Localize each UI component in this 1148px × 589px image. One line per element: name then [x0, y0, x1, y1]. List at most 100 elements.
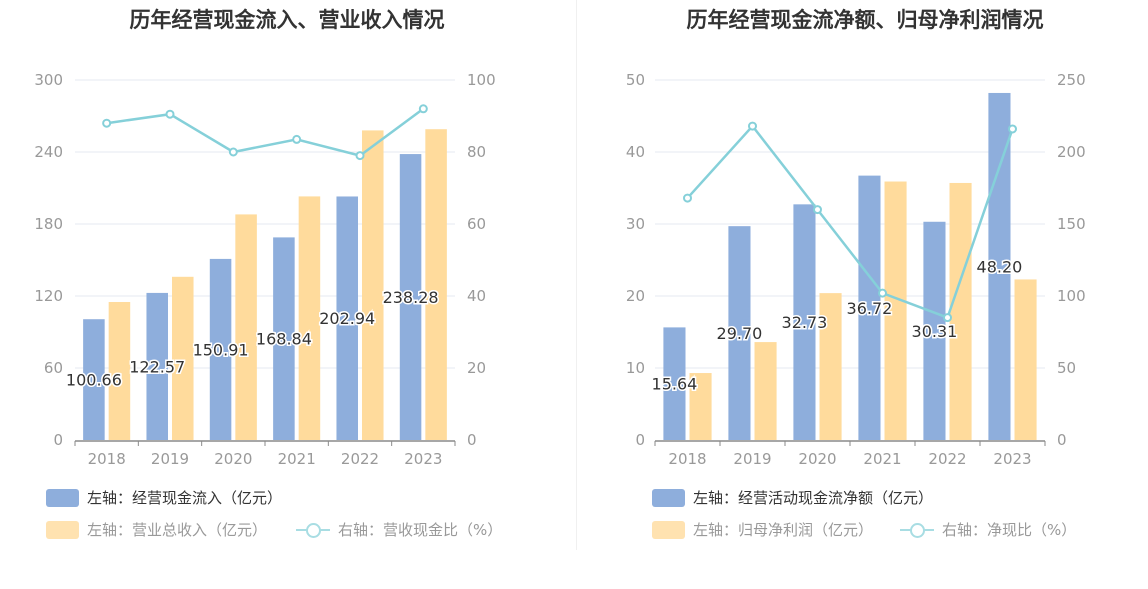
line-point: [165, 109, 175, 119]
legend-item-bar2[interactable]: 左轴：归母净利润（亿元）: [652, 519, 873, 540]
bar-series-2: [754, 342, 777, 440]
y-right-tick-label: 150: [1057, 215, 1086, 233]
y-right-tick-label: 0: [467, 431, 477, 449]
panel-divider: [576, 0, 577, 550]
legend-swatch: [46, 520, 79, 539]
y-left-tick-label: 20: [626, 287, 645, 305]
legend-label: 左轴：营业总收入（亿元）: [87, 521, 268, 539]
y-left-tick-label: 30: [626, 215, 645, 233]
bar-data-label: 48.20: [977, 257, 1023, 276]
y-left-tick-label: 0: [53, 431, 63, 449]
bar-series-1: [793, 204, 816, 440]
bar-series-1: [336, 196, 358, 440]
y-right-tick-label: 60: [467, 215, 486, 233]
bar-data-label: 168.84: [256, 330, 312, 349]
y-right-tick-label: 250: [1057, 71, 1086, 89]
bar-data-label: 29.70: [717, 324, 763, 343]
chart-panel-net-cash-profit: 历年经营现金流净额、归母净利润情况 0 10 20 30 40 50 0 50 100 150 20…: [578, 0, 1148, 589]
legend-swatch: [652, 488, 685, 507]
x-tick-label: 2020: [798, 450, 836, 468]
bar-series-2: [819, 293, 842, 440]
legend-swatch: [46, 488, 79, 507]
legend-item-bar2[interactable]: 左轴：营业总收入（亿元）: [46, 519, 267, 540]
bar-data-label: 100.66: [66, 371, 122, 390]
x-tick-label: 2018: [88, 450, 126, 468]
line-point: [1008, 124, 1017, 134]
x-tick-label: 2022: [341, 450, 379, 468]
line-point: [878, 288, 887, 298]
line-point: [292, 134, 302, 144]
bar-data-label: 150.91: [193, 340, 249, 359]
line-point: [943, 313, 952, 323]
line-point: [748, 121, 757, 131]
x-tick-label: 2021: [863, 450, 901, 468]
bar-series-2: [298, 196, 321, 440]
legend-label: 右轴：营收现金比（%）: [338, 521, 503, 539]
bar-series-2: [884, 181, 907, 440]
x-tick-label: 2023: [404, 450, 442, 468]
bar-series-1: [83, 319, 105, 440]
legend-item-line[interactable]: 右轴：净现比（%）: [900, 519, 1076, 540]
line-point: [813, 205, 822, 215]
line-series: [106, 107, 425, 157]
line-point: [355, 151, 365, 161]
y-left-tick-label: 180: [34, 215, 63, 233]
bar-series-2: [949, 182, 972, 440]
bar-series-2: [108, 302, 131, 440]
bar-series-1: [273, 237, 295, 440]
y-left-tick-label: 0: [635, 431, 645, 449]
y-left-tick-label: 10: [626, 359, 645, 377]
bar-series-2: [235, 214, 257, 440]
legend-label: 右轴：净现比（%）: [942, 521, 1077, 539]
y-left-tick-label: 240: [34, 143, 63, 161]
y-left-tick-label: 40: [626, 143, 645, 161]
chart-panel-cash-inflow-revenue: 历年经营现金流入、营业收入情况 0 60 120 180 240 300 0 20 40 60 80…: [34, 8, 502, 540]
bar-series-1: [663, 327, 686, 440]
chart-title: 历年经营现金流净额、归母净利润情况: [686, 8, 1044, 32]
x-tick-label: 2020: [214, 450, 252, 468]
legend-line-icon: [296, 521, 330, 539]
chart-plot-area: 0 60 120 180 240 300 0 20 40 60 80 100 2018 2019 2020 2…: [34, 71, 496, 468]
bar-series-2: [425, 129, 447, 440]
bar-data-label: 36.72: [847, 299, 893, 318]
bar-series-2: [1014, 279, 1037, 440]
chart-title: 历年经营现金流入、营业收入情况: [129, 8, 445, 32]
bar-series-1: [858, 175, 881, 440]
bar-series-2: [362, 130, 384, 440]
y-right-tick-label: 20: [467, 359, 486, 377]
chart-plot-area: 0 10 20 30 40 50 0 50 100 150 200 250 2018 2019 2020 20…: [626, 71, 1086, 468]
x-tick-label: 2021: [278, 450, 316, 468]
x-tick-label: 2022: [928, 450, 966, 468]
bar-data-label: 202.94: [319, 309, 375, 328]
y-right-tick-label: 200: [1057, 143, 1086, 161]
x-tick-label: 2019: [733, 450, 771, 468]
y-left-tick-label: 300: [34, 71, 63, 89]
y-right-tick-label: 100: [467, 71, 496, 89]
y-right-tick-label: 100: [1057, 287, 1086, 305]
y-left-tick-label: 120: [34, 287, 63, 305]
legend-label: 左轴：经营现金流入（亿元）: [87, 489, 283, 507]
y-left-tick-label: 50: [626, 71, 645, 89]
legend-label: 左轴：归母净利润（亿元）: [693, 521, 874, 539]
bar-data-label: 32.73: [782, 313, 828, 332]
y-left-tick-label: 60: [44, 359, 63, 377]
legend-item-bar1[interactable]: 左轴：经营活动现金流净额（亿元）: [652, 487, 933, 508]
bar-series-2: [172, 276, 194, 440]
legend-item-line[interactable]: 右轴：营收现金比（%）: [296, 519, 502, 540]
bar-series-1: [209, 258, 232, 440]
x-tick-label: 2023: [993, 450, 1031, 468]
bar-series-1: [923, 221, 946, 440]
bar-data-label: 122.57: [129, 357, 185, 376]
line-point: [418, 104, 428, 114]
y-right-tick-label: 50: [1057, 359, 1076, 377]
line-point: [228, 147, 238, 157]
legend-label: 左轴：经营活动现金流净额（亿元）: [693, 489, 934, 507]
bar-data-label: 238.28: [383, 288, 439, 307]
y-right-tick-label: 80: [467, 143, 486, 161]
bar-series-1: [146, 292, 168, 440]
y-right-tick-label: 40: [467, 287, 486, 305]
legend-swatch: [652, 520, 685, 539]
legend-item-bar1[interactable]: 左轴：经营现金流入（亿元）: [46, 487, 282, 508]
y-right-tick-label: 0: [1057, 431, 1067, 449]
bar-data-label: 15.64: [652, 375, 698, 394]
